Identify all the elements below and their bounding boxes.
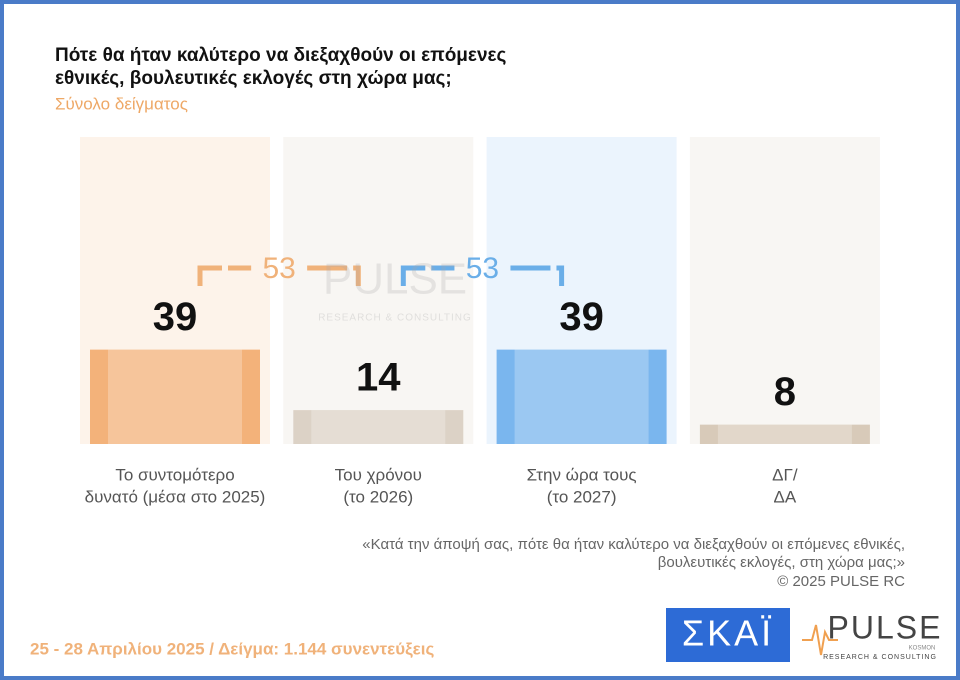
pulse-logo-text: PULSE	[828, 609, 943, 645]
bar	[293, 410, 464, 444]
x-tick-label: δυνατό (μέσα στο 2025)	[85, 487, 266, 506]
panel	[689, 137, 880, 444]
watermark: PULSE RESEARCH & CONSULTING	[318, 255, 472, 324]
bracket: 53	[400, 252, 565, 286]
pulse-logo-wave	[802, 624, 838, 656]
bar-shine	[311, 410, 446, 444]
bracket-line	[400, 265, 565, 286]
skai-logo	[666, 608, 790, 662]
bracket-line	[197, 265, 361, 286]
x-tick-label: ΔΑ	[774, 487, 797, 506]
chart-subtitle: Σύνολο δείγματος	[55, 94, 188, 113]
copyright: © 2025 PULSE RC	[777, 573, 905, 590]
panel	[283, 137, 474, 444]
bracket-label: 53	[262, 252, 295, 285]
x-tick-label: ΔΓ/	[772, 465, 798, 484]
bar-shine	[108, 349, 242, 444]
watermark-tagline: RESEARCH & CONSULTING	[318, 313, 472, 324]
bar	[90, 349, 260, 444]
bar	[699, 424, 870, 444]
pulse-logo-small: KOSMON	[909, 646, 936, 652]
footer: 25 - 28 Απριλίου 2025 / Δείγμα: 1.144 συ…	[30, 639, 434, 658]
x-tick-label: (το 2026)	[343, 487, 413, 506]
skai-logo-text: ΣΚΑΪ	[682, 613, 774, 654]
bracket: 53	[197, 252, 361, 286]
x-tick-label: (το 2027)	[547, 487, 617, 506]
value-label: 39	[153, 295, 198, 339]
chart-title: Πότε θα ήταν καλύτερο να διεξαχθούν οι ε…	[55, 45, 507, 66]
footnote: βουλευτικές εκλογές, στη χώρα μας;»	[658, 554, 905, 571]
watermark-text: PULSE	[323, 255, 467, 304]
footnote: «Κατά την άποψή σας, πότε θα ήταν καλύτε…	[362, 536, 905, 553]
pulse-logo-tagline: RESEARCH & CONSULTING	[823, 654, 937, 661]
value-label: 14	[356, 356, 401, 400]
chart-title: εθνικές, βουλευτικές εκλογές στη χώρα μα…	[55, 68, 452, 89]
x-tick-label: Του χρόνου	[335, 465, 422, 484]
x-tick-label: Στην ώρα τους	[527, 465, 637, 484]
bracket-label: 53	[466, 252, 499, 285]
bar	[496, 349, 667, 444]
value-label: 39	[559, 295, 604, 339]
bar-shine	[514, 349, 649, 444]
x-tick-label: Το συντομότερο	[115, 465, 234, 484]
value-label: 8	[774, 370, 796, 414]
bar-shine	[717, 424, 852, 444]
